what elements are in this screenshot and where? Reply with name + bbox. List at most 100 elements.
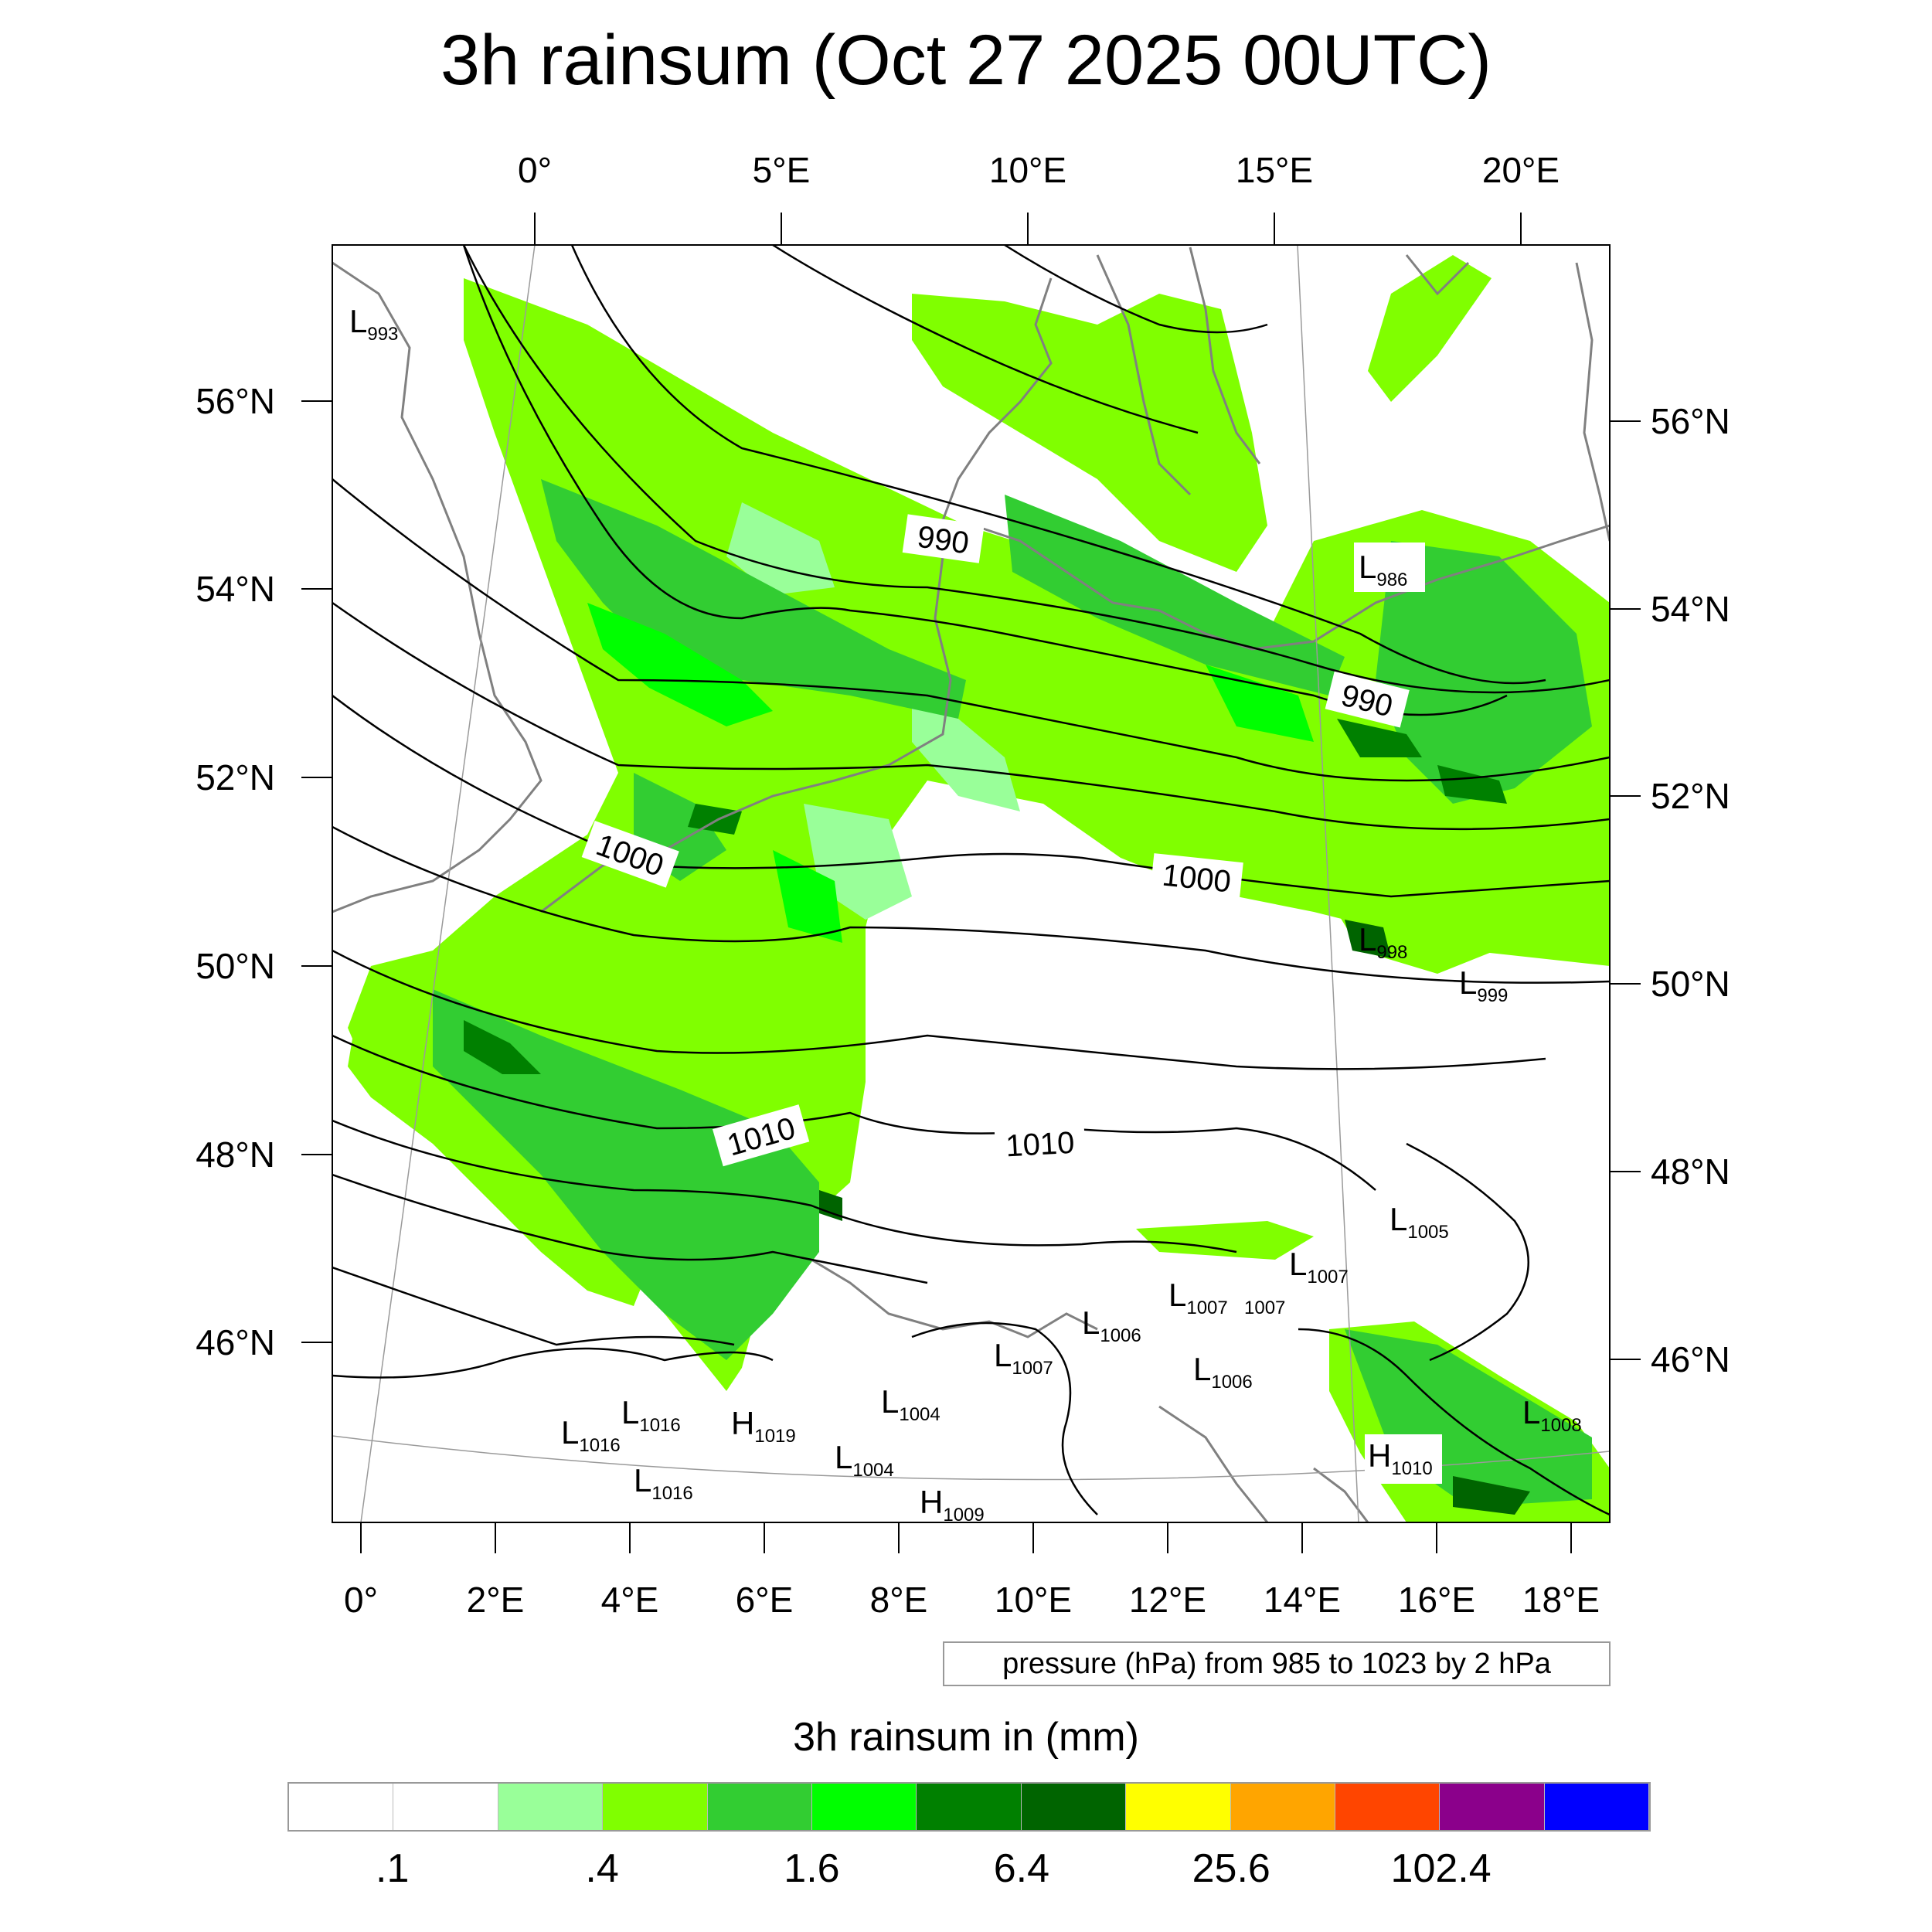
rain-core-7 [1453,1476,1530,1515]
isobar-label-text: 1000 [1161,858,1233,899]
pressure-center-label: L1004 [835,1439,894,1481]
colorbar-swatch [1544,1784,1650,1830]
colorbar-tick-label: .4 [585,1846,619,1891]
right-lat-tick: 52°N [1651,776,1730,816]
rain-pale-1 [726,502,835,595]
right-lat-tick: 56°N [1651,401,1730,441]
precipitation-field [348,255,1610,1522]
bottom-lon-tick: 18°E [1522,1580,1600,1620]
rain-area-sw [348,1005,649,1306]
rain-medium-2 [1005,495,1345,696]
colorbar-swatch [1021,1784,1127,1830]
bottom-lon-tick: 12°E [1129,1580,1206,1620]
pressure-centers: L993 L986 L998 L999 L1005 L1007 L1007 10… [349,303,1582,1526]
colorbar-tick-label: 102.4 [1390,1846,1492,1891]
rain-core-1 [688,804,742,835]
top-lon-tick: 0° [518,150,552,190]
pressure-center-label: H1009 [920,1484,985,1526]
contour-info-note: pressure (hPa) from 985 to 1023 by 2 hPa [943,1641,1611,1686]
colorbar [287,1782,1651,1832]
top-lon-labels: 0° 5°E 10°E 15°E 20°E [518,150,1560,190]
rain-bright-1 [587,603,773,726]
colorbar-tick-label: 6.4 [993,1846,1049,1891]
left-lat-tick: 56°N [196,381,275,421]
colorbar-swatch [289,1784,394,1830]
colorbar-tick-label: 1.6 [784,1846,840,1891]
bottom-lon-tick: 0° [344,1580,378,1620]
pressure-center-label: L986 [1359,549,1407,590]
left-lat-tick: 52°N [196,757,275,798]
pressure-center-label: L999 [1459,964,1508,1006]
isobar-label-text: 990 [915,520,971,561]
right-lat-tick: 46°N [1651,1339,1730,1379]
colorbar-swatch [811,1784,917,1830]
isobar-labels: 990 990 1000 1000 1010 1010 [581,514,1410,1167]
pressure-center-label: L1007 [1289,1246,1349,1287]
left-lat-tick: 48°N [196,1134,275,1175]
right-lat-tick: 48°N [1651,1151,1730,1192]
bottom-lon-tick: 16°E [1398,1580,1475,1620]
colorbar-swatch [1335,1784,1440,1830]
colorbar-swatch [1440,1784,1545,1830]
isobar-label-990-a: 990 [902,514,985,563]
right-lat-labels: 56°N 54°N 52°N 50°N 48°N 46°N [1651,401,1730,1379]
left-lat-tick: 50°N [196,946,275,986]
bottom-lon-tick: 8°E [870,1580,928,1620]
bottom-lon-tick: 14°E [1264,1580,1341,1620]
isobars [332,245,1610,1516]
pressure-center-label: L1007 [1168,1277,1228,1318]
colorbar-tick-label: .1 [376,1846,410,1891]
colorbar-swatch [707,1784,812,1830]
map-frame [332,244,1611,1523]
left-lat-tick: 46°N [196,1322,275,1362]
pressure-center-box: L986 [1354,543,1425,592]
pressure-center-label: L1006 [1193,1351,1253,1393]
pressure-center-label: L1016 [561,1414,621,1456]
rain-core-2 [464,1020,541,1074]
right-lat-tick: 50°N [1651,964,1730,1004]
chart-title: 3h rainsum (Oct 27 2025 00UTC) [440,21,1492,100]
bottom-lon-tick: 2°E [467,1580,525,1620]
colorbar-labels: .1 .4 1.6 6.4 25.6 102.4 [287,1845,1651,1892]
bottom-lon-labels: 0° 2°E 4°E 6°E 8°E 10°E 12°E 14°E 16°E 1… [344,1580,1600,1620]
pressure-center-box: H1010 [1365,1434,1442,1484]
pressure-center-label: L1006 [1082,1304,1141,1346]
rain-core-5 [1345,920,1391,958]
bottom-lon-tick: 4°E [601,1580,659,1620]
coastlines [332,247,1610,1522]
isobar-label-1000-b: 1000 [1150,853,1243,901]
pressure-center-label: 1007 [1244,1298,1285,1318]
top-lon-tick: 15°E [1236,150,1313,190]
pressure-center-label: L998 [1359,921,1407,963]
rain-bright-3 [1206,665,1314,742]
left-lat-tick: 54°N [196,569,275,609]
rain-medium-4 [433,989,819,1360]
tick-marks [301,213,1641,1553]
rain-area-strip [1136,1221,1314,1260]
pressure-center-label: L1016 [634,1462,693,1504]
isobar-label-1010-b: 1010 [994,1121,1086,1165]
pressure-center-label: L1005 [1389,1201,1449,1243]
colorbar-swatch [603,1784,708,1830]
right-lat-tick: 54°N [1651,589,1730,629]
pressure-center-label: L1007 [994,1337,1053,1379]
top-lon-tick: 10°E [989,150,1066,190]
pressure-center-label: L1004 [881,1383,940,1425]
pressure-center-label: L993 [349,303,398,345]
left-lat-labels: 56°N 54°N 52°N 50°N 48°N 46°N [196,381,275,1362]
top-lon-tick: 5°E [753,150,811,190]
colorbar-swatch [393,1784,498,1830]
isobar-label-990-b: 990 [1325,671,1410,728]
bottom-lon-tick: 10°E [995,1580,1072,1620]
colorbar-swatch [498,1784,604,1830]
pressure-center-label: H1019 [731,1405,796,1447]
bottom-lon-tick: 6°E [736,1580,794,1620]
rain-medium-1 [541,479,966,719]
colorbar-swatch [1126,1784,1231,1830]
colorbar-title: 3h rainsum in (mm) [793,1715,1139,1760]
isobar-label-text: 1010 [1005,1126,1075,1164]
pressure-center-label: L1008 [1522,1394,1582,1436]
rain-bright-2 [773,850,842,943]
rain-core-4 [1437,765,1507,804]
